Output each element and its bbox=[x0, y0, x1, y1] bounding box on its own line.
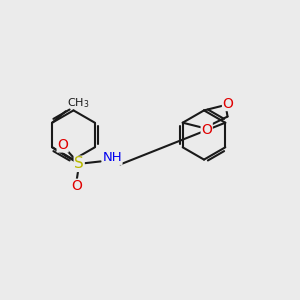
Text: O: O bbox=[223, 97, 233, 110]
Text: O: O bbox=[57, 138, 68, 152]
Text: CH$_3$: CH$_3$ bbox=[67, 96, 90, 110]
Text: S: S bbox=[74, 156, 84, 171]
Text: NH: NH bbox=[102, 151, 122, 164]
Text: O: O bbox=[201, 123, 212, 136]
Text: O: O bbox=[71, 179, 82, 193]
